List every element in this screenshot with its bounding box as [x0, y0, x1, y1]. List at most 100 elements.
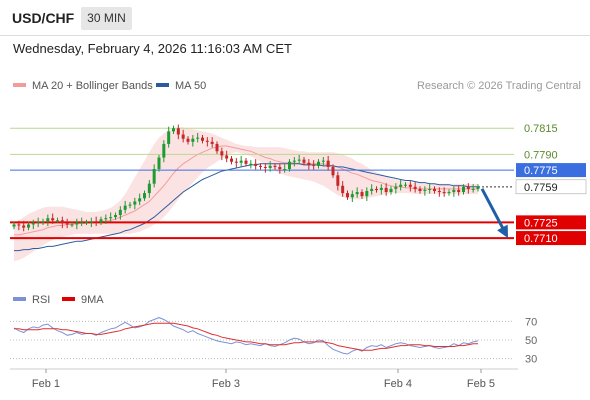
candle-body — [249, 163, 253, 165]
candle-body — [408, 184, 412, 187]
candle-body — [437, 191, 441, 193]
level-label-bg — [515, 179, 587, 195]
candle-body — [85, 222, 88, 224]
candle-body — [263, 166, 267, 168]
candle-body — [375, 188, 378, 190]
candle-body — [423, 189, 427, 191]
candle-body — [56, 220, 59, 222]
candle-body — [273, 165, 277, 167]
candle-body — [143, 193, 146, 199]
rsi-legend-swatch — [13, 297, 26, 301]
candle-body — [99, 219, 103, 223]
candle-body — [268, 165, 272, 168]
ma50-legend-swatch — [156, 83, 169, 87]
candle-body — [278, 166, 282, 170]
candle-body — [65, 223, 69, 225]
candle-body — [191, 138, 195, 142]
candle-body — [17, 224, 21, 226]
candle-body — [457, 189, 461, 193]
level-label-resistance: 0.7815 — [524, 123, 558, 135]
time-axis-ticks: Feb 1 Feb 3 Feb 4 Feb 5 — [32, 369, 495, 390]
candle-body — [452, 189, 456, 193]
candle-body — [205, 140, 209, 142]
candle-body — [75, 222, 79, 225]
rsi-ma-legend-label: 9MA — [81, 294, 104, 306]
level-label-support: 0.7710 — [524, 233, 558, 245]
candle-body — [46, 218, 50, 222]
bollinger-band-area — [14, 127, 478, 262]
level-label-bg — [516, 231, 586, 246]
candle-body — [31, 223, 35, 225]
candle-body — [254, 163, 258, 166]
time-tick-label: Feb 5 — [467, 378, 495, 390]
chart-header: USD/CHF 30 MIN — [0, 0, 590, 35]
candle-body — [413, 186, 417, 189]
candle-body — [350, 194, 354, 198]
candle-body — [355, 192, 359, 195]
candle-body — [104, 218, 108, 220]
candle-body — [447, 192, 451, 194]
candle-body — [94, 221, 98, 223]
candle-body — [336, 175, 340, 186]
symbol-label: USD/CHF — [12, 10, 75, 26]
candle-body — [394, 186, 398, 189]
rsi-ma-line — [14, 322, 478, 351]
price-legend: MA 20 + Bollinger Bands MA 50 Research ©… — [13, 80, 581, 92]
candle-body — [370, 188, 374, 191]
datetime-label: Wednesday, February 4, 2026 11:16:03 AM … — [13, 41, 292, 56]
arrow-head — [497, 224, 508, 239]
candle-body — [307, 162, 311, 165]
price-candles — [12, 124, 480, 232]
rsi-ma-legend-swatch — [62, 297, 75, 301]
candle-body — [239, 160, 243, 163]
time-tick-label: Feb 1 — [32, 378, 60, 390]
candle-body — [428, 188, 432, 190]
candle-body — [433, 188, 436, 191]
candle-body — [360, 192, 364, 197]
candle-body — [147, 183, 151, 194]
candle-body — [196, 137, 200, 139]
candle-body — [442, 192, 446, 194]
candle-body — [138, 198, 142, 202]
candle-body — [321, 160, 325, 162]
candle-body — [312, 164, 316, 166]
candle-body — [51, 218, 55, 221]
candle-body — [341, 185, 345, 194]
header-divider — [0, 35, 590, 36]
level-label-pivot: 0.7775 — [524, 165, 558, 177]
candle-body — [36, 222, 40, 224]
candle-body — [109, 217, 113, 219]
time-tick-label: Feb 4 — [384, 378, 412, 390]
candle-body — [181, 134, 185, 139]
time-tick-label: Feb 3 — [212, 378, 240, 390]
candle-body — [297, 159, 301, 161]
candle-body — [365, 191, 369, 197]
candle-body — [210, 141, 214, 144]
arrow-shaft — [480, 188, 505, 230]
candle-body — [244, 160, 248, 164]
candle-body — [133, 201, 137, 205]
candle-body — [123, 205, 127, 210]
key-levels — [10, 127, 514, 240]
candle-body — [215, 143, 219, 152]
candle-body — [220, 151, 224, 156]
candle-body — [259, 165, 262, 167]
candle-body — [80, 222, 84, 224]
candle-body — [89, 221, 93, 223]
candle-body — [471, 188, 475, 190]
candle-body — [70, 224, 74, 226]
candle-body — [331, 166, 335, 176]
ma50-legend-label: MA 50 — [175, 80, 206, 92]
candle-body — [283, 169, 287, 171]
rsi-tick-label: 50 — [525, 335, 537, 347]
rsi-line — [13, 317, 479, 355]
candle-body — [326, 160, 330, 167]
candle-body — [384, 187, 388, 193]
timeframe-button[interactable]: 30 MIN — [81, 7, 132, 30]
level-label-bg — [516, 215, 586, 230]
candle-body — [418, 188, 422, 191]
rsi-tick-label: 70 — [525, 316, 537, 328]
candle-body — [60, 220, 64, 224]
candle-body — [317, 161, 320, 166]
